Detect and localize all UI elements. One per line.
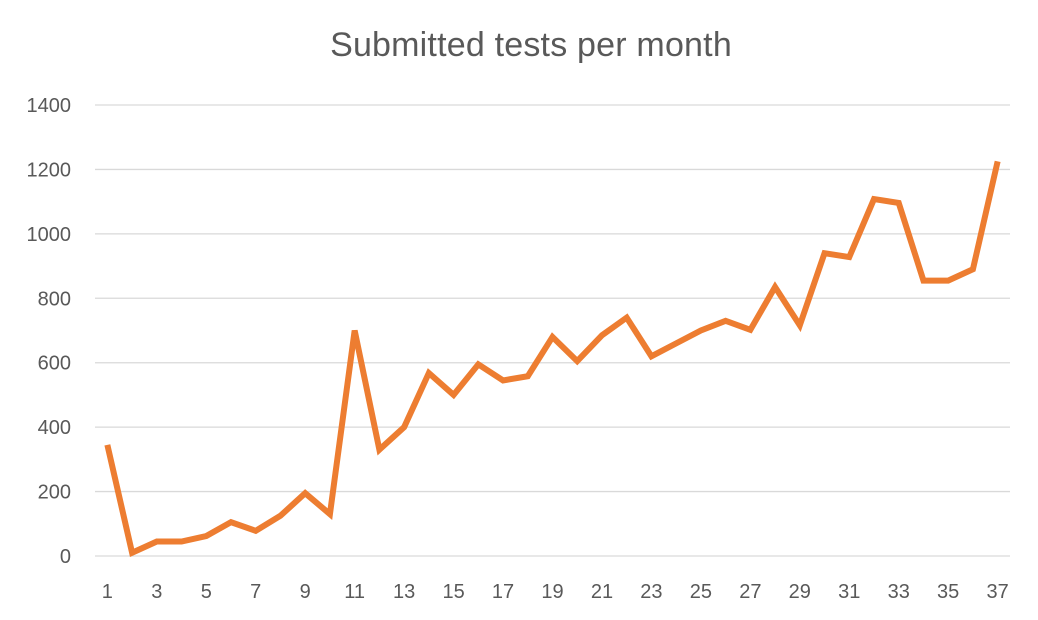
x-tick-label: 35 [937,581,959,603]
x-tick-label: 1 [102,581,113,603]
x-tick-label: 27 [739,581,761,603]
x-tick-label: 23 [640,581,662,603]
x-tick-label: 9 [300,581,311,603]
x-tick-label: 7 [250,581,261,603]
x-tick-label: 15 [442,581,464,603]
y-axis-ticks: 0 200 400 600 800 1000 1200 1400 [27,95,72,568]
x-tick-label: 3 [151,581,162,603]
y-tick-label: 1000 [27,224,72,246]
y-tick-label: 600 [38,353,71,375]
y-tick-label: 1400 [27,95,72,117]
x-tick-label: 17 [492,581,514,603]
y-tick-label: 400 [38,417,71,439]
x-axis-ticks: 1 3 5 7 9 11 13 15 17 19 21 23 25 27 29 31 33 35 37 [102,581,1009,603]
chart-title: Submitted tests per month [330,26,732,64]
x-tick-label: 21 [591,581,613,603]
x-tick-label: 37 [987,581,1009,603]
x-tick-label: 13 [393,581,415,603]
x-tick-label: 29 [789,581,811,603]
y-tick-label: 800 [38,288,71,310]
x-tick-label: 31 [838,581,860,603]
x-tick-label: 11 [344,581,365,603]
y-tick-label: 0 [60,546,71,568]
x-tick-label: 19 [541,581,563,603]
series-line-1 [104,160,1001,558]
x-tick-label: 25 [690,581,712,603]
x-tick-label: 33 [888,581,910,603]
y-tick-label: 1200 [27,159,72,181]
gridlines [95,104,1010,557]
x-tick-label: 5 [201,581,212,603]
series-group [104,160,1001,558]
y-tick-label: 200 [38,482,71,504]
